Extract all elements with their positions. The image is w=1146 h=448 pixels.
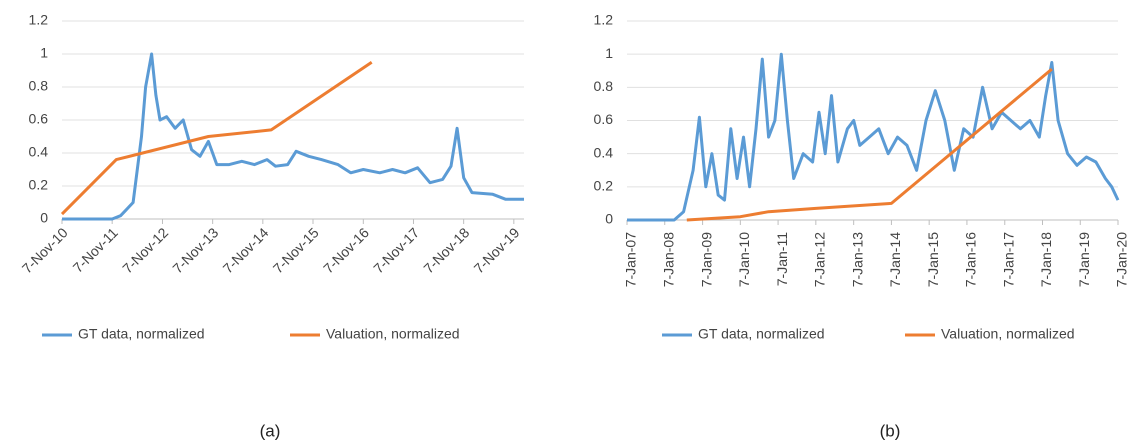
y-tick-label: 0.4 bbox=[29, 144, 49, 160]
x-tick-label: 7-Jan-13 bbox=[849, 232, 865, 287]
x-tick-label: 7-Jan-10 bbox=[736, 232, 752, 287]
legend-label: GT data, normalized bbox=[698, 326, 825, 342]
y-tick-label: 0.6 bbox=[29, 111, 49, 127]
y-tick-label: 1 bbox=[605, 45, 613, 61]
x-tick-label: 7-Jan-17 bbox=[1000, 232, 1016, 287]
y-tick-label: 0.6 bbox=[594, 111, 614, 127]
y-tick-label: 0 bbox=[605, 211, 613, 227]
x-tick-label: 7-Nov-17 bbox=[370, 224, 422, 276]
x-tick-label: 7-Jan-16 bbox=[963, 232, 979, 287]
y-tick-label: 0.8 bbox=[594, 78, 614, 94]
x-tick-label: 7-Jan-07 bbox=[623, 232, 639, 287]
x-tick-label: 7-Nov-10 bbox=[19, 224, 71, 276]
x-tick-label: 7-Jan-20 bbox=[1114, 232, 1130, 287]
series-line bbox=[686, 67, 1053, 222]
series-line bbox=[60, 61, 373, 216]
y-tick-label: 0.8 bbox=[29, 78, 49, 94]
legend-label: Valuation, normalized bbox=[326, 326, 460, 342]
x-tick-label: 7-Jan-14 bbox=[887, 232, 903, 287]
x-tick-label: 7-Jan-12 bbox=[812, 232, 828, 287]
caption: (a) bbox=[260, 421, 281, 440]
x-tick-label: 7-Nov-15 bbox=[270, 224, 322, 276]
x-tick-label: 7-Jan-11 bbox=[774, 232, 790, 286]
legend-label: Valuation, normalized bbox=[941, 326, 1075, 342]
x-tick-label: 7-Jan-09 bbox=[698, 232, 714, 287]
y-tick-label: 0.2 bbox=[594, 178, 614, 194]
legend-label: GT data, normalized bbox=[78, 326, 205, 342]
caption: (b) bbox=[880, 421, 901, 440]
y-tick-label: 0.4 bbox=[594, 144, 614, 160]
y-tick-label: 1.2 bbox=[594, 12, 614, 28]
x-tick-label: 7-Jan-19 bbox=[1076, 232, 1092, 287]
x-tick-label: 7-Nov-16 bbox=[320, 224, 372, 276]
y-tick-label: 0 bbox=[40, 210, 48, 226]
x-tick-label: 7-Nov-19 bbox=[471, 224, 523, 276]
series-line bbox=[627, 52, 1120, 222]
x-tick-label: 7-Nov-11 bbox=[70, 224, 121, 275]
x-tick-label: 7-Nov-12 bbox=[119, 224, 171, 276]
x-tick-label: 7-Nov-14 bbox=[220, 224, 272, 276]
x-tick-label: 7-Jan-15 bbox=[925, 232, 941, 287]
x-tick-label: 7-Jan-08 bbox=[660, 232, 676, 287]
x-tick-label: 7-Nov-18 bbox=[420, 224, 472, 276]
x-tick-label: 7-Jan-18 bbox=[1038, 232, 1054, 287]
x-tick-label: 7-Nov-13 bbox=[169, 224, 221, 276]
y-tick-label: 0.2 bbox=[29, 177, 49, 193]
y-tick-label: 1 bbox=[40, 45, 48, 61]
y-tick-label: 1.2 bbox=[29, 12, 49, 28]
series-line bbox=[62, 52, 524, 221]
